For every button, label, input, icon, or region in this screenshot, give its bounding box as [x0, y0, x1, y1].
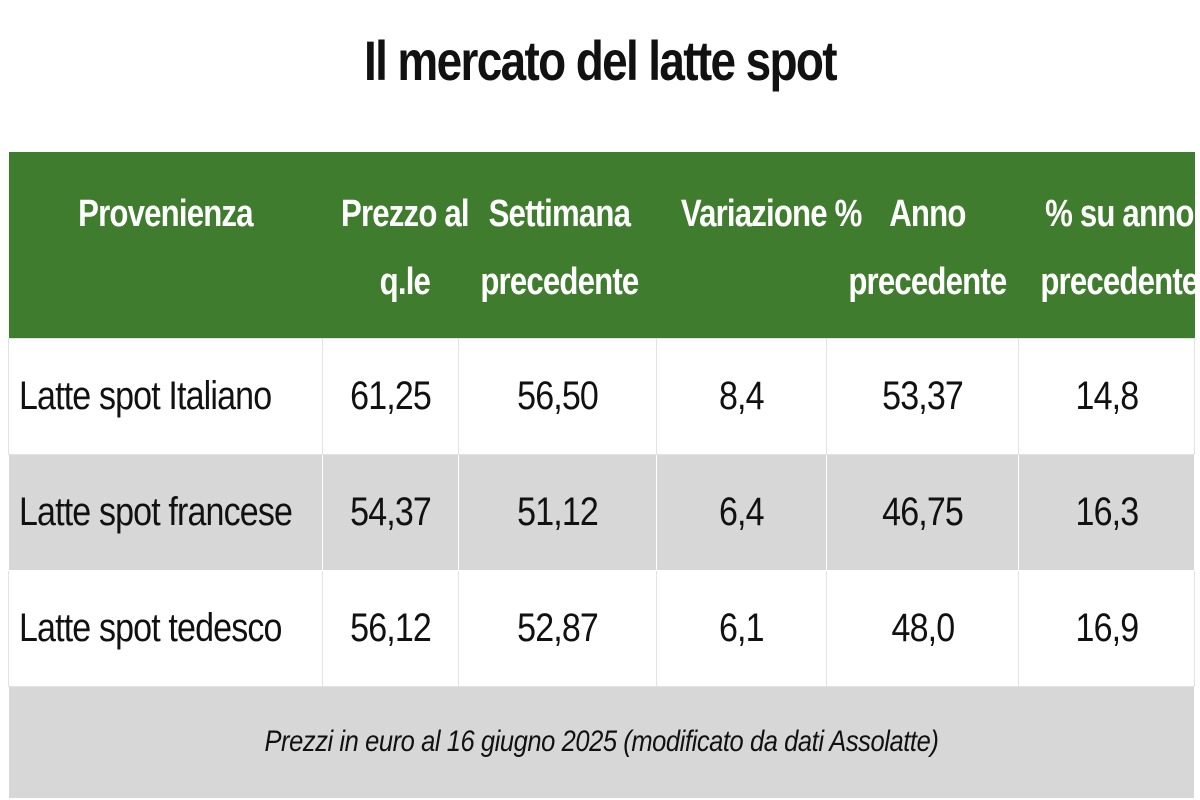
cell-variazione: 6,4 — [656, 453, 827, 571]
cell-percent-anno-precedente: 16,3 — [1018, 453, 1195, 571]
header-anno-precedente: Anno precedente — [827, 152, 1019, 338]
table-row: Latte spot tedesco 56,12 52,87 6,1 48,0 … — [8, 569, 1195, 687]
table-footnote-row: Prezzi in euro al 16 giugno 2025 (modifi… — [8, 685, 1195, 799]
cell-settimana-precedente: 51,12 — [458, 453, 657, 571]
cell-provenienza: Latte spot francese — [8, 453, 323, 571]
table-header-row: Provenienza Prezzo al q.le Settimana pre… — [8, 152, 1199, 338]
header-variazione: Variazione % — [657, 152, 861, 338]
cell-prezzo: 61,25 — [322, 337, 459, 455]
table-row: Latte spot francese 54,37 51,12 6,4 46,7… — [8, 453, 1195, 571]
page-title: Il mercato del latte spot — [364, 29, 838, 92]
header-percent-anno-precedente: % su anno precedente — [1019, 152, 1199, 338]
table-row: Latte spot Italiano 61,25 56,50 8,4 53,3… — [8, 337, 1195, 455]
table-footnote: Prezzi in euro al 16 giugno 2025 (modifi… — [8, 685, 1195, 799]
cell-anno-precedente: 48,0 — [826, 569, 1019, 687]
header-line: Anno — [888, 193, 966, 235]
header-line: q.le — [379, 261, 430, 303]
header-line: Prezzo al — [340, 193, 470, 235]
cell-provenienza: Latte spot tedesco — [8, 569, 323, 687]
cell-anno-precedente: 53,37 — [826, 337, 1019, 455]
cell-variazione: 8,4 — [656, 337, 827, 455]
spot-milk-market-table: Provenienza Prezzo al q.le Settimana pre… — [8, 152, 1199, 799]
cell-provenienza: Latte spot Italiano — [8, 337, 323, 455]
cell-prezzo: 56,12 — [322, 569, 459, 687]
header-line: Settimana — [488, 193, 630, 235]
cell-prezzo: 54,37 — [322, 453, 459, 571]
header-line: precedente — [847, 261, 1007, 303]
header-provenienza: Provenienza — [9, 152, 323, 338]
header-prezzo: Prezzo al q.le — [323, 152, 470, 338]
header-line: Variazione % — [680, 193, 861, 235]
cell-settimana-precedente: 52,87 — [458, 569, 657, 687]
header-line: precedente — [479, 261, 639, 303]
header-line: precedente — [1039, 261, 1199, 303]
cell-variazione: 6,1 — [656, 569, 827, 687]
header-settimana-precedente: Settimana precedente — [459, 152, 657, 338]
cell-anno-precedente: 46,75 — [826, 453, 1019, 571]
cell-percent-anno-precedente: 16,9 — [1018, 569, 1195, 687]
header-line: Provenienza — [78, 193, 253, 235]
cell-percent-anno-precedente: 14,8 — [1018, 337, 1195, 455]
header-line: % su anno — [1044, 193, 1194, 235]
cell-settimana-precedente: 56,50 — [458, 337, 657, 455]
